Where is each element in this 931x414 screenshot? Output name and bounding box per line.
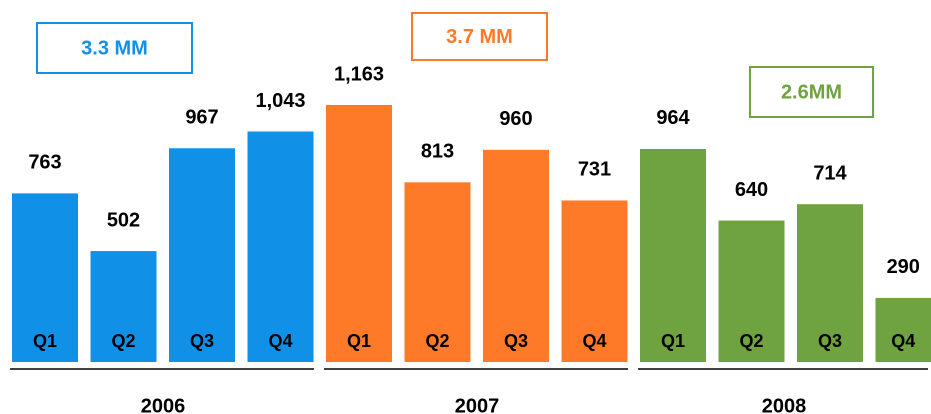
bar <box>483 149 549 362</box>
category-label: Q2 <box>425 331 449 351</box>
group-label: 2007 <box>455 395 500 414</box>
category-label: Q2 <box>739 331 763 351</box>
value-label: 763 <box>28 152 61 174</box>
category-label: Q1 <box>347 331 371 351</box>
group-label: 2006 <box>141 395 186 414</box>
bar <box>561 200 628 362</box>
group-label: 2008 <box>762 395 807 414</box>
category-label: Q3 <box>504 331 528 351</box>
value-label: 502 <box>107 209 140 231</box>
bar <box>797 204 863 362</box>
value-label: 714 <box>813 162 847 184</box>
value-label: 967 <box>185 107 218 129</box>
bar <box>90 251 157 362</box>
category-label: Q4 <box>891 331 915 351</box>
category-label: Q3 <box>190 331 214 351</box>
bar <box>169 148 235 362</box>
bar <box>718 220 785 362</box>
bar <box>640 148 706 362</box>
group-total: 3.3 MM <box>81 37 148 59</box>
bar <box>247 131 314 362</box>
category-label: Q3 <box>818 331 842 351</box>
value-label: 640 <box>735 179 768 201</box>
value-label: 964 <box>656 107 690 129</box>
category-label: Q4 <box>582 331 606 351</box>
value-label: 1,163 <box>334 63 384 85</box>
value-label: 960 <box>499 108 532 130</box>
bar <box>326 104 392 363</box>
total-box <box>36 22 193 74</box>
total-box <box>749 66 874 118</box>
value-label: 290 <box>887 256 920 278</box>
value-label: 731 <box>578 159 611 181</box>
group-total: 3.7 MM <box>446 26 513 48</box>
bar <box>12 193 78 362</box>
bar <box>404 182 471 362</box>
category-label: Q1 <box>33 331 57 351</box>
category-label: Q4 <box>268 331 292 351</box>
value-label: 1,043 <box>255 90 305 112</box>
value-label: 813 <box>421 141 454 163</box>
category-label: Q1 <box>661 331 685 351</box>
total-box <box>411 12 548 61</box>
bar <box>875 297 931 362</box>
category-label: Q2 <box>111 331 135 351</box>
group-total: 2.6MM <box>781 81 842 103</box>
